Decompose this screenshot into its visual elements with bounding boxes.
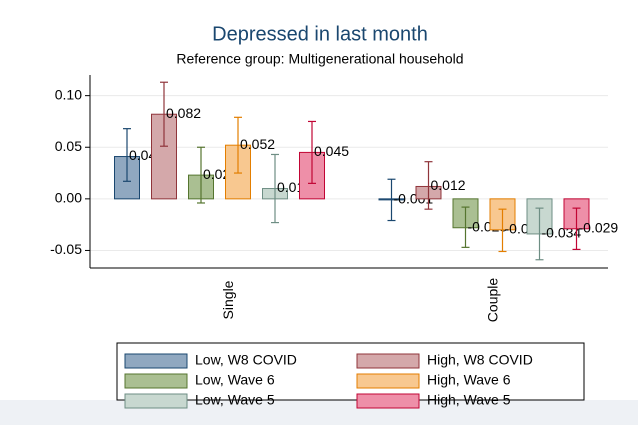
value-label: 0.045: [314, 143, 349, 159]
chart-title: Depressed in last month: [212, 23, 428, 45]
legend-swatch: [356, 393, 420, 409]
value-label: -0.029: [579, 219, 619, 235]
x-tick-label: Couple: [485, 278, 501, 323]
legend-label: Low, Wave 6: [195, 372, 275, 388]
legend-swatch: [356, 353, 420, 369]
value-label: 0.012: [431, 177, 466, 193]
y-tick-label: 0.05: [55, 138, 82, 154]
legend-swatch: [124, 353, 188, 369]
x-tick-label: Single: [220, 280, 236, 319]
y-tick-label: 0.00: [55, 190, 82, 206]
bottom-strip: [0, 400, 638, 425]
legend-swatch: [124, 393, 188, 409]
legend-label: High, Wave 6: [427, 372, 511, 388]
legend-label: Low, Wave 5: [195, 392, 275, 408]
y-tick-label: 0.10: [55, 86, 82, 102]
legend-label: Low, W8 COVID: [195, 352, 297, 368]
chart-subtitle: Reference group: Multigenerational house…: [176, 51, 463, 67]
legend-label: High, Wave 5: [427, 392, 511, 408]
legend-swatch: [124, 373, 188, 389]
value-label: 0.082: [166, 105, 201, 121]
legend-label: High, W8 COVID: [427, 352, 533, 368]
legend-box: [116, 342, 585, 401]
value-label: 0.052: [240, 136, 275, 152]
y-tick-label: -0.05: [50, 241, 82, 257]
legend-swatch: [356, 373, 420, 389]
